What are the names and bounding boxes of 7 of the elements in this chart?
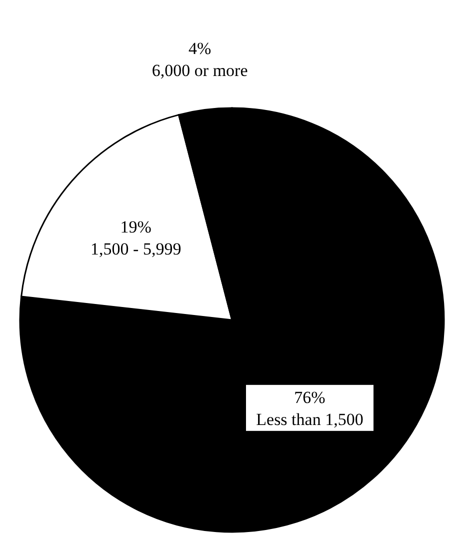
slice-label: Less than 1,500	[256, 410, 364, 429]
slice-label: 1,500 - 5,999	[90, 240, 182, 259]
data-label: 4%	[188, 39, 212, 58]
data-label: 19%	[120, 218, 152, 237]
data-label: 76%	[294, 388, 326, 407]
pie-slice	[19, 107, 445, 533]
slice-label: 6,000 or more	[152, 61, 248, 80]
